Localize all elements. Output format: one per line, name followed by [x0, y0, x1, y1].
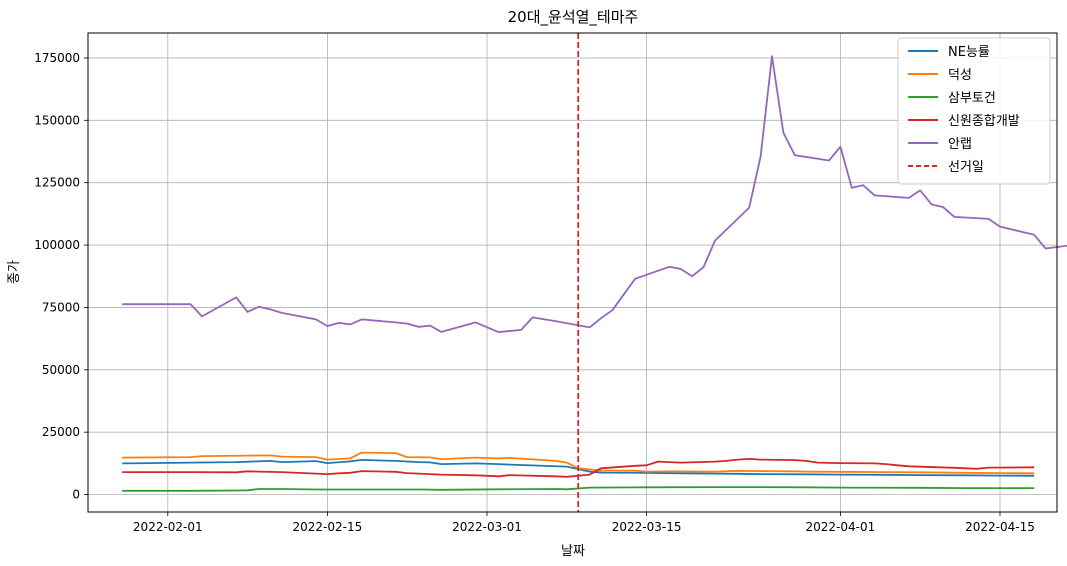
plot-frame: [87, 32, 1058, 513]
legend-label: 삼부토건: [948, 91, 996, 106]
series-line-1: [122, 458, 1035, 477]
series-line-4: [122, 457, 1035, 478]
plot-area: [122, 33, 1067, 512]
series-line-3: [122, 486, 1035, 492]
y-axis-label: 종가: [7, 260, 22, 284]
legend-label: 안랩: [948, 137, 972, 152]
legend-label: 선거일: [948, 160, 984, 175]
legend-label: 덕성: [948, 68, 972, 83]
x-axis-label: 날짜: [561, 544, 585, 559]
x-tick-label: 2022-04-01: [806, 520, 876, 534]
y-tick-label: 50000: [42, 363, 80, 377]
y-tick-label: 75000: [42, 300, 80, 314]
y-tick-label: 25000: [42, 425, 80, 439]
y-tick-label: 100000: [34, 238, 80, 252]
chart-title: 20대_윤석열_테마주: [508, 8, 639, 27]
x-tick-label: 2022-04-15: [965, 520, 1035, 534]
x-tick-label: 2022-02-01: [133, 520, 203, 534]
y-axis: 0 25000 50000 75000 100000 125000 150000 175000: [34, 51, 88, 502]
y-tick-label: 125000: [34, 176, 80, 190]
y-tick-label: 0: [72, 488, 80, 502]
series-line-2: [122, 451, 1035, 475]
x-tick-label: 2022-03-15: [612, 520, 682, 534]
series-line-5: [122, 55, 1067, 334]
y-tick-label: 175000: [34, 51, 80, 65]
x-tick-label: 2022-03-01: [452, 520, 522, 534]
y-tick-label: 150000: [34, 113, 80, 127]
legend-label: 신원종합개발: [948, 114, 1020, 129]
x-axis: 2022-02-01 2022-02-15 2022-03-01 2022-03-15…: [133, 512, 1035, 534]
legend-label: NE능률: [948, 45, 990, 60]
x-tick-label: 2022-02-15: [293, 520, 363, 534]
